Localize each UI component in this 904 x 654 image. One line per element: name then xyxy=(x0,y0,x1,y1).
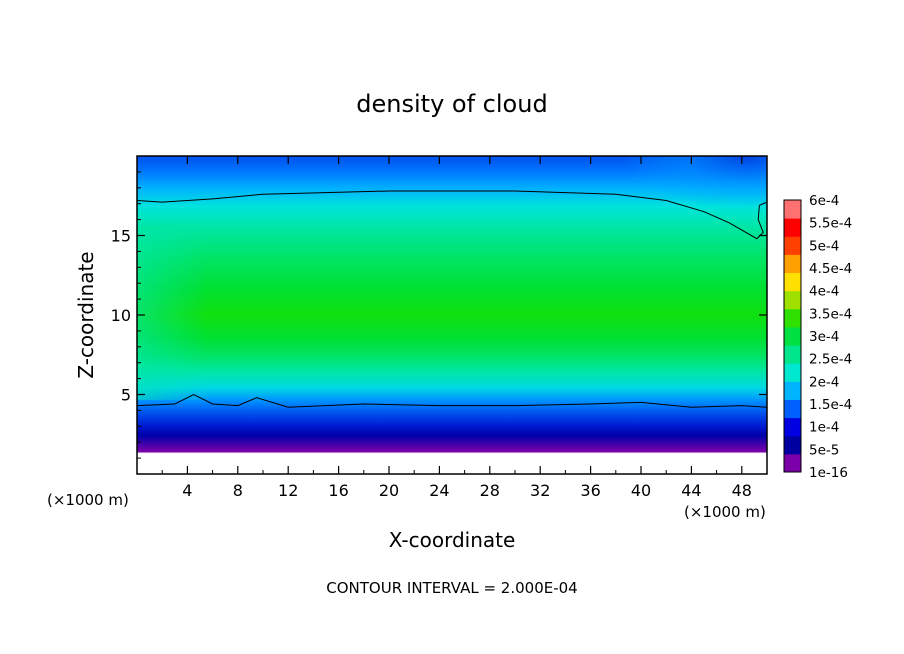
colorbar: 1e-16 5e-5 1e-4 1.5e-4 2e-4 2.5e-4 3e-4 3.5e-4 4… xyxy=(783,193,852,481)
colorbar-swatch xyxy=(784,453,801,473)
x-tick-label: 32 xyxy=(530,481,550,500)
x-tick-label: 24 xyxy=(429,481,449,500)
y-tick-label: 15 xyxy=(111,227,131,246)
x-tick-label: 44 xyxy=(681,481,701,500)
x-unit-label-right: (×1000 m) xyxy=(684,503,766,521)
colorbar-label: 4.5e-4 xyxy=(809,261,852,277)
x-axis-ticks: 4 8 12 16 20 24 28 32 36 40 44 48 xyxy=(161,156,752,500)
y-axis-label: Z-coordinate xyxy=(74,251,98,378)
colorbar-swatch xyxy=(784,363,801,382)
x-axis-label: X-coordinate xyxy=(389,528,516,552)
colorbar-label: 6e-4 xyxy=(809,193,839,209)
x-tick-label: 40 xyxy=(631,481,651,500)
colorbar-swatch xyxy=(784,417,801,437)
colorbar-swatch xyxy=(784,290,801,310)
colorbar-swatch xyxy=(784,308,801,328)
colorbar-label: 3.5e-4 xyxy=(809,306,852,322)
contour-lower xyxy=(137,393,767,408)
y-tick-label: 5 xyxy=(121,386,131,405)
colorbar-swatch xyxy=(784,218,801,237)
x-tick-label: 16 xyxy=(328,481,348,500)
colorbar-label: 1e-4 xyxy=(809,420,839,436)
colorbar-label: 2e-4 xyxy=(809,374,839,390)
x-tick-label: 48 xyxy=(732,481,752,500)
contour-interval-footer: CONTOUR INTERVAL = 2.000E-04 xyxy=(326,579,577,597)
colorbar-label: 3e-4 xyxy=(809,329,839,345)
contour-upper xyxy=(137,190,767,240)
x-tick-label: 4 xyxy=(182,481,192,500)
colorbar-swatch xyxy=(784,272,801,292)
colorbar-swatch xyxy=(784,236,801,255)
colorbar-swatch xyxy=(784,200,801,219)
plot-area xyxy=(137,156,767,474)
colorbar-label: 5e-4 xyxy=(809,238,839,254)
colorbar-swatch xyxy=(784,326,801,346)
colorbar-swatch xyxy=(784,345,801,364)
colorbar-label: 2.5e-4 xyxy=(809,352,852,368)
x-tick-label: 28 xyxy=(480,481,500,500)
colorbar-label: 5.5e-4 xyxy=(809,216,852,232)
x-tick-label: 36 xyxy=(580,481,600,500)
colorbar-swatch xyxy=(784,381,801,400)
colorbar-label: 5e-5 xyxy=(809,442,839,458)
chart-title: density of cloud xyxy=(356,90,547,118)
x-tick-label: 8 xyxy=(233,481,243,500)
x-tick-label: 12 xyxy=(278,481,298,500)
colorbar-label: 1.5e-4 xyxy=(809,397,852,413)
y-tick-label: 10 xyxy=(111,306,131,325)
colorbar-swatch xyxy=(784,435,801,455)
y-axis-ticks: 5 10 15 xyxy=(111,171,767,459)
left-plume xyxy=(137,230,207,400)
x-unit-label-left: (×1000 m) xyxy=(47,491,129,509)
x-tick-label: 20 xyxy=(379,481,399,500)
colorbar-swatch xyxy=(784,254,801,274)
colorbar-frame xyxy=(783,199,802,473)
colorbar-label: 1e-16 xyxy=(809,465,848,481)
upper-right-depletion xyxy=(560,156,767,246)
colorbar-label: 4e-4 xyxy=(809,284,839,300)
colorbar-swatch xyxy=(784,399,801,419)
